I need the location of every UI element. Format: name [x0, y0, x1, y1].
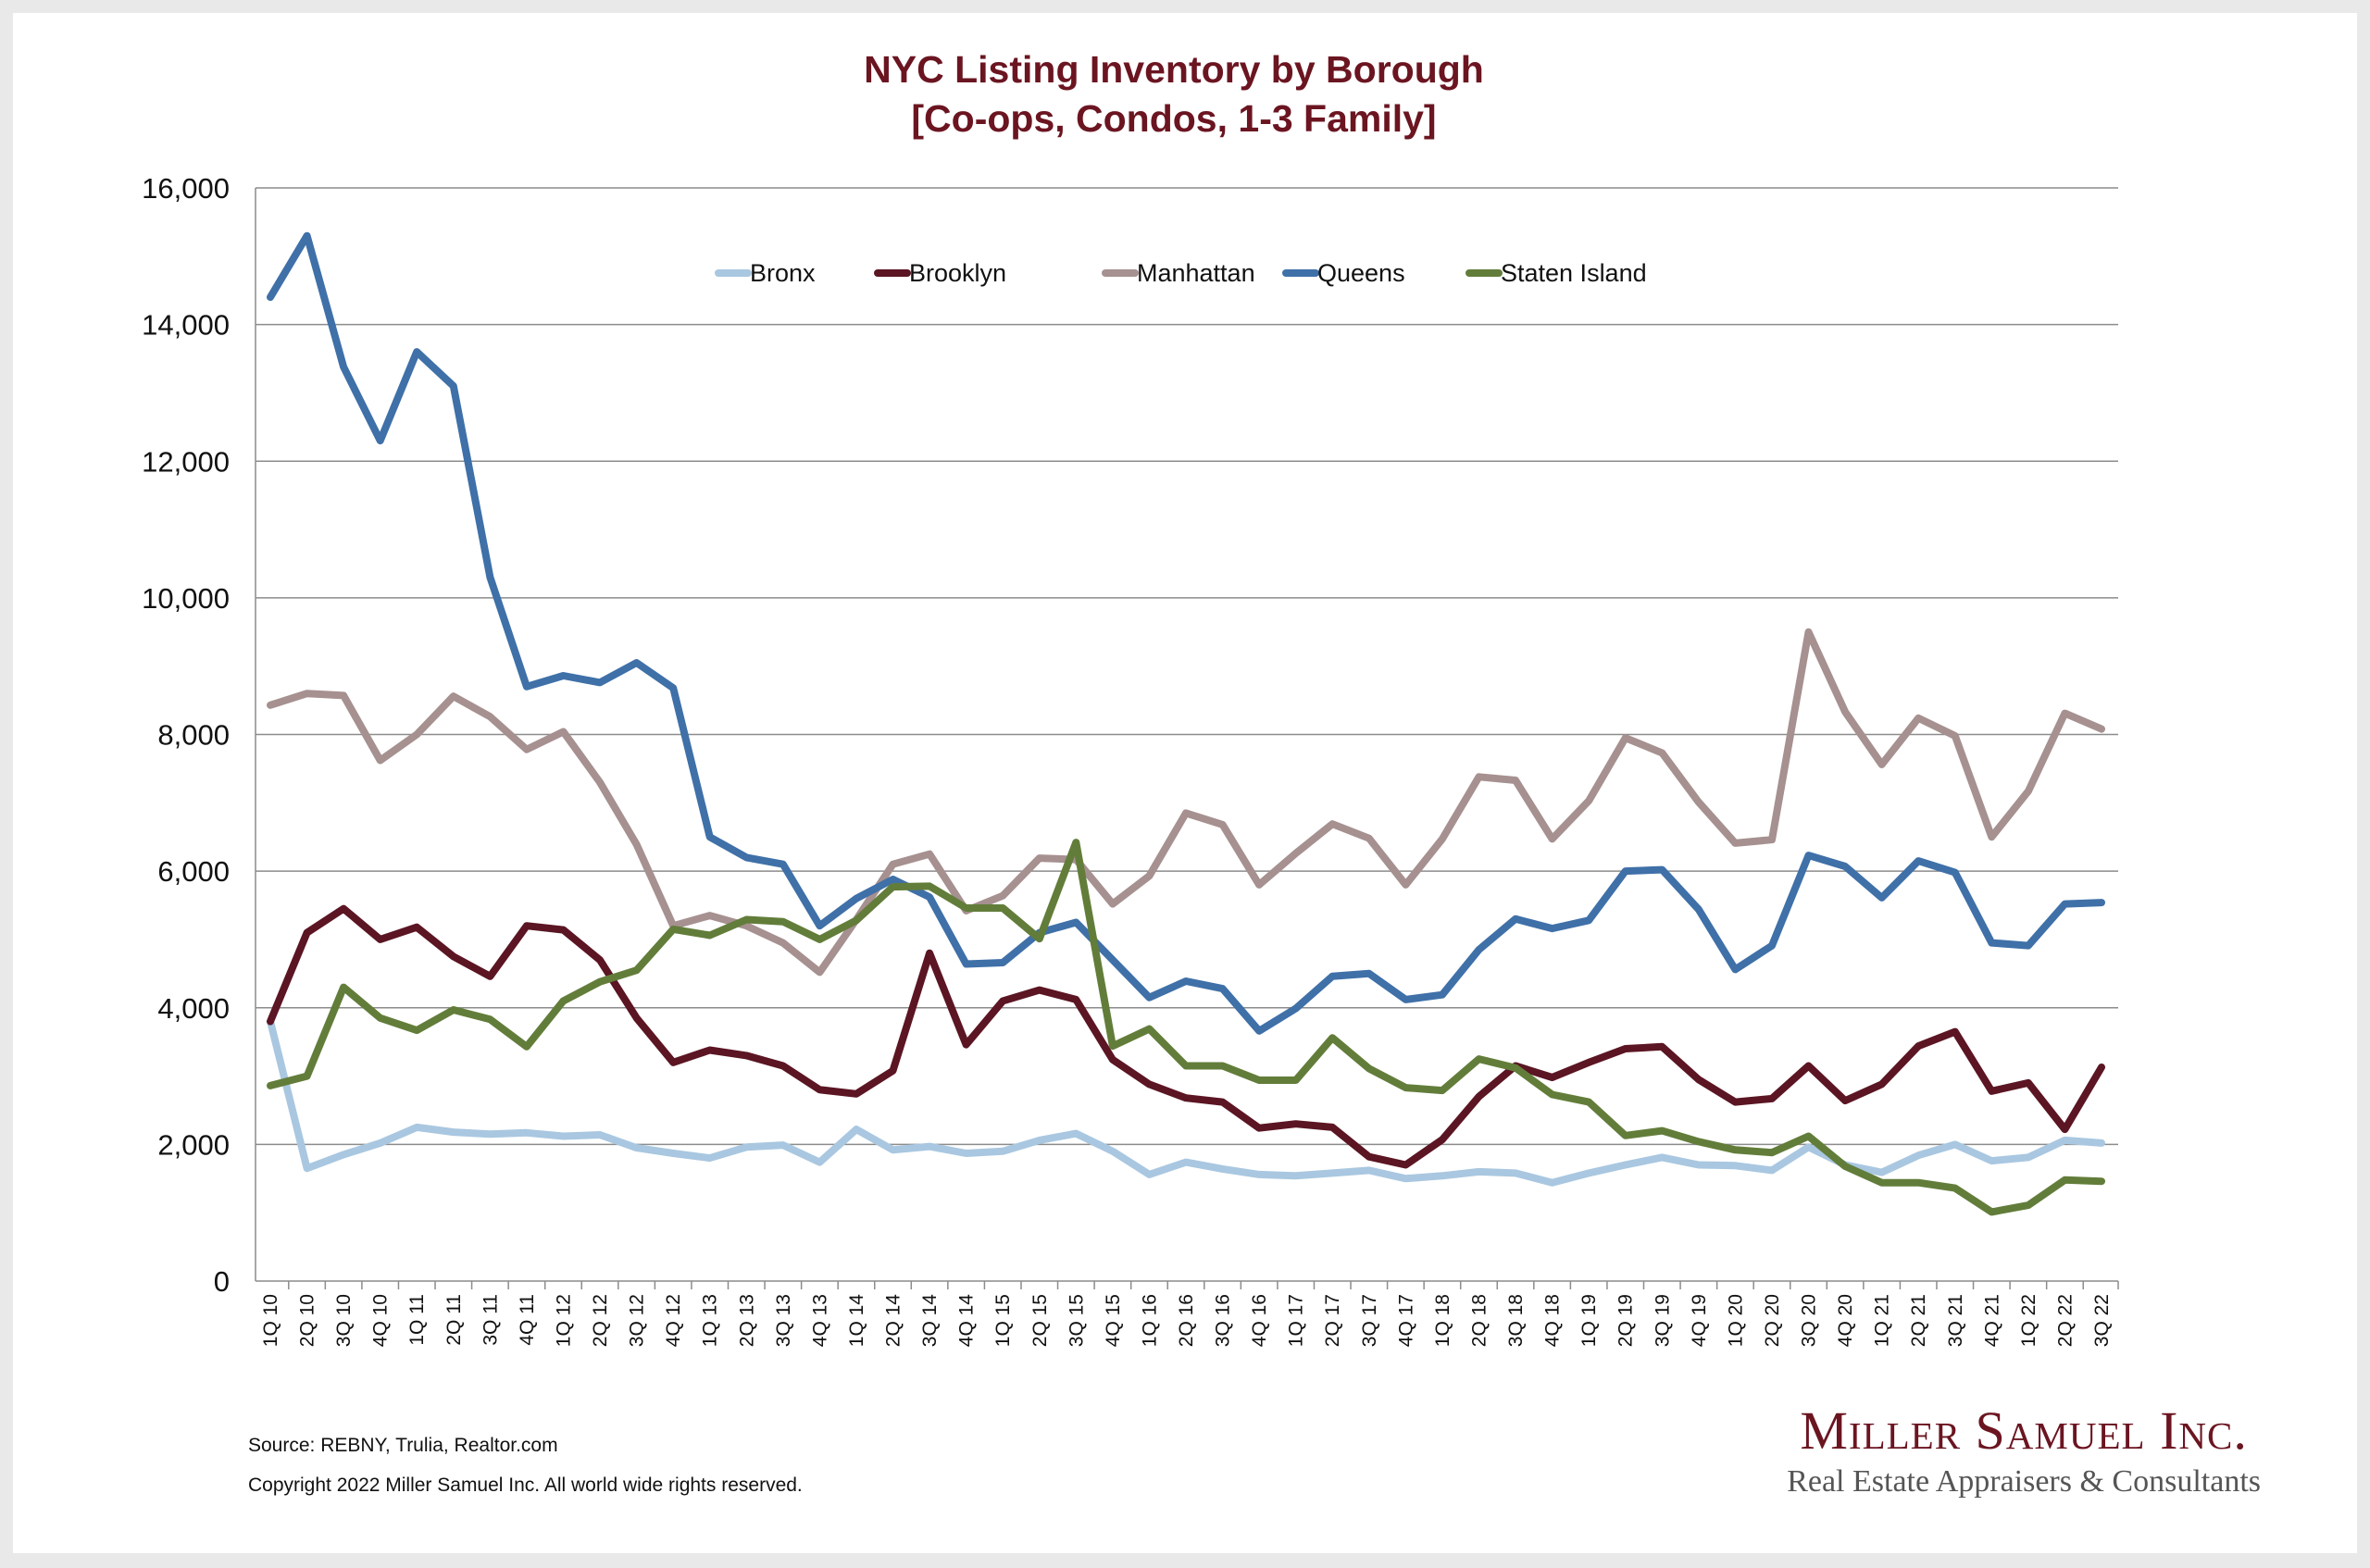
x-tick-label: 2Q 21 — [1908, 1294, 1929, 1347]
x-tick-label: 3Q 19 — [1652, 1294, 1673, 1347]
x-tick-label: 3Q 20 — [1799, 1294, 1820, 1347]
x-tick-label: 2Q 20 — [1762, 1294, 1783, 1347]
series-line-bronx — [267, 1017, 2105, 1187]
x-axis-tick-labels: 1Q 10 2Q 10 3Q 10 4Q 10 1Q 11 2Q 11 3Q 11 4Q 11… — [260, 1294, 2113, 1348]
x-tick-label: 1Q 12 — [553, 1294, 574, 1347]
x-tick-label: 3Q 22 — [2091, 1294, 2113, 1347]
y-tick-label: 16,000 — [142, 172, 230, 205]
x-tick-label: 1Q 10 — [260, 1294, 281, 1347]
x-tick-label: 2Q 11 — [443, 1294, 465, 1346]
y-tick-label: 8,000 — [157, 719, 230, 752]
company-logo: Miller Samuel Inc. Real Estate Appraiser… — [1787, 1401, 2261, 1500]
x-tick-label: 3Q 10 — [333, 1294, 355, 1347]
x-tick-label: 1Q 21 — [1872, 1294, 1893, 1347]
legend-label-staten-island: Staten Island — [1501, 259, 1647, 287]
chart-card: NYC Listing Inventory by Borough [Co-ops… — [13, 13, 2357, 1553]
x-tick-label: 4Q 16 — [1249, 1294, 1270, 1347]
gridlines — [256, 187, 2118, 1146]
x-tick-label: 4Q 12 — [663, 1294, 684, 1347]
x-tick-label: 1Q 22 — [2018, 1294, 2039, 1347]
series-line-brooklyn — [267, 904, 2105, 1169]
x-tick-label: 4Q 15 — [1103, 1294, 1124, 1347]
y-tick-label: 6,000 — [157, 855, 230, 888]
source-note: Source: REBNY, Trulia, Realtor.com — [248, 1435, 558, 1456]
y-tick-label: 14,000 — [142, 309, 230, 342]
x-tick-label: 1Q 16 — [1139, 1294, 1160, 1347]
x-tick-label: 4Q 19 — [1689, 1294, 1710, 1347]
x-tick-label: 2Q 12 — [590, 1294, 611, 1347]
x-tick-label: 1Q 15 — [992, 1294, 1014, 1347]
x-tick-label: 2Q 14 — [883, 1294, 904, 1348]
y-tick-label: 10,000 — [142, 582, 230, 615]
x-tick-label: 2Q 10 — [297, 1294, 318, 1347]
x-tick-label: 3Q 12 — [627, 1294, 648, 1347]
line-chart: NYC Listing Inventory by Borough [Co-ops… — [142, 48, 2119, 1348]
x-tick-label: 2Q 16 — [1176, 1294, 1197, 1347]
x-tick-label: 1Q 19 — [1578, 1294, 1600, 1347]
x-tick-label: 1Q 17 — [1286, 1294, 1307, 1347]
y-tick-label: 12,000 — [142, 445, 230, 478]
x-tick-label: 3Q 16 — [1213, 1294, 1234, 1347]
x-tick-label: 4Q 10 — [370, 1294, 392, 1347]
x-tick-label: 1Q 14 — [846, 1294, 867, 1348]
axes — [255, 188, 2119, 1289]
x-tick-label: 3Q 21 — [1945, 1294, 1966, 1347]
x-tick-label: 1Q 20 — [1725, 1294, 1746, 1347]
y-tick-label: 0 — [214, 1265, 230, 1298]
y-tick-label: 4,000 — [157, 992, 230, 1025]
x-tick-label: 2Q 13 — [736, 1294, 757, 1347]
legend-label-queens: Queens — [1317, 259, 1405, 287]
x-tick-label: 4Q 17 — [1395, 1294, 1416, 1347]
x-tick-label: 2Q 15 — [1029, 1294, 1051, 1347]
x-tick-label: 3Q 18 — [1505, 1294, 1527, 1347]
legend-label-brooklyn: Brooklyn — [909, 259, 1006, 287]
x-tick-label: 4Q 13 — [809, 1294, 830, 1347]
legend: Bronx Brooklyn Manhattan Queens Staten Islan… — [715, 259, 1647, 287]
x-tick-label: 1Q 18 — [1432, 1294, 1453, 1347]
x-tick-label: 1Q 11 — [406, 1294, 428, 1346]
logo-tagline: Real Estate Appraisers & Consultants — [1787, 1463, 2261, 1499]
series-lines — [267, 231, 2105, 1216]
legend-label-manhattan: Manhattan — [1137, 259, 1255, 287]
x-tick-label: 2Q 18 — [1468, 1294, 1490, 1347]
series-line-queens — [267, 231, 2105, 1035]
x-tick-label: 2Q 17 — [1322, 1294, 1343, 1347]
x-tick-label: 3Q 14 — [919, 1294, 941, 1348]
x-tick-label: 4Q 20 — [1835, 1294, 1856, 1347]
legend-label-bronx: Bronx — [750, 259, 816, 287]
x-tick-label: 1Q 13 — [700, 1294, 721, 1347]
chart-title: NYC Listing Inventory by Borough — [864, 48, 1484, 91]
x-tick-label: 4Q 14 — [956, 1294, 978, 1348]
y-axis-tick-labels: 0 2,000 4,000 6,000 8,000 10,000 12,000 14,000 1… — [142, 172, 230, 1298]
x-tick-label: 2Q 19 — [1615, 1294, 1637, 1347]
copyright-note: Copyright 2022 Miller Samuel Inc. All wo… — [248, 1475, 803, 1496]
x-tick-label: 2Q 22 — [2054, 1294, 2076, 1347]
x-tick-label: 3Q 13 — [773, 1294, 794, 1347]
chart-subtitle: [Co-ops, Condos, 1-3 Family] — [911, 97, 1436, 140]
series-line-manhattan — [267, 628, 2105, 977]
x-tick-label: 3Q 17 — [1359, 1294, 1380, 1347]
x-tick-label: 4Q 11 — [517, 1294, 538, 1346]
logo-company-name: Miller Samuel Inc. — [1800, 1400, 2248, 1461]
x-tick-label: 3Q 15 — [1066, 1294, 1087, 1347]
y-tick-label: 2,000 — [157, 1128, 230, 1161]
x-tick-label: 3Q 11 — [480, 1294, 501, 1346]
x-tick-label: 4Q 18 — [1542, 1294, 1564, 1347]
x-tick-label: 4Q 21 — [1981, 1294, 2002, 1347]
series-line-staten-island — [267, 839, 2105, 1216]
